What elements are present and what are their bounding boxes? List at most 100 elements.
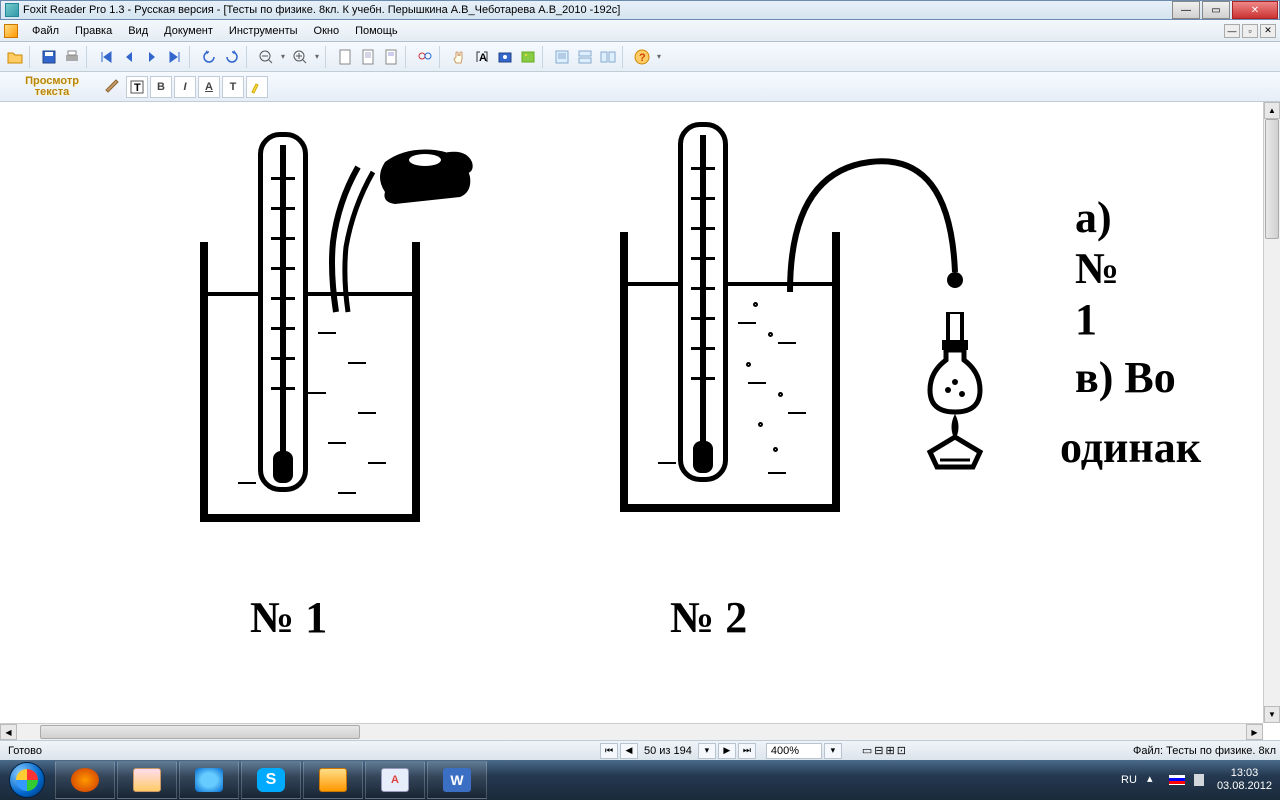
rotate-cw-button[interactable] <box>221 46 243 68</box>
scroll-down-button[interactable]: ▼ <box>1264 706 1280 723</box>
task-media-player[interactable] <box>55 761 115 799</box>
find-button[interactable] <box>414 46 436 68</box>
system-tray: RU ▴ 13:03 03.08.2012 <box>1121 767 1280 793</box>
status-bar: Готово ⏮ ◀ 50 из 194 ▾ ▶ ⏭ 400% ▾ ▭ ⊟ ⊞ … <box>0 740 1280 760</box>
view-mode-2-button[interactable]: ⊟ <box>874 744 883 757</box>
mdi-close-button[interactable]: ✕ <box>1260 24 1276 38</box>
view-mode-3-button[interactable]: ⊞ <box>886 744 895 757</box>
tray-clock[interactable]: 13:03 03.08.2012 <box>1217 767 1272 793</box>
view-mode-4-button[interactable]: ⊡ <box>897 744 906 757</box>
task-foxit[interactable] <box>303 761 363 799</box>
hscroll-thumb[interactable] <box>40 725 360 739</box>
prev-page-button[interactable] <box>118 46 140 68</box>
view-mode-1-button[interactable]: ▭ <box>862 744 872 757</box>
zoom-field[interactable]: 400% <box>766 743 822 759</box>
app-icon <box>5 3 19 17</box>
scroll-right-button[interactable]: ▶ <box>1246 724 1263 740</box>
last-page-button[interactable] <box>164 46 186 68</box>
answer-v2: одинак <box>1060 422 1201 473</box>
tray-language[interactable]: RU <box>1121 774 1137 786</box>
diagram-label-1: № 1 <box>250 592 327 643</box>
status-ready: Готово <box>0 745 600 757</box>
zoom-out-button[interactable] <box>255 46 277 68</box>
zoom-dropdown-button[interactable]: ▾ <box>824 743 842 759</box>
diagram-beaker-1 <box>200 242 420 522</box>
doc3-button[interactable] <box>380 46 402 68</box>
tray-time: 13:03 <box>1217 767 1272 780</box>
minimize-button[interactable]: — <box>1172 1 1200 19</box>
vscroll-thumb[interactable] <box>1265 119 1279 239</box>
open-button[interactable] <box>4 46 26 68</box>
menu-help[interactable]: Помощь <box>347 22 406 40</box>
tray-flag-icon[interactable] <box>1169 772 1185 788</box>
answer-a: а) № 1 <box>1075 192 1119 345</box>
tray-date: 03.08.2012 <box>1217 780 1272 793</box>
window-title: Foxit Reader Pro 1.3 - Русская версия - … <box>23 4 1171 16</box>
view-single-button[interactable] <box>551 46 573 68</box>
document-page[interactable]: № 1 <box>0 102 1100 740</box>
nav-first-button[interactable]: ⏮ <box>600 743 618 759</box>
font-a-button[interactable]: A <box>198 76 220 98</box>
task-skype[interactable]: S <box>241 761 301 799</box>
snapshot-button[interactable] <box>494 46 516 68</box>
text-box-button[interactable]: T <box>126 76 148 98</box>
taskbar: S A W RU ▴ 13:03 03.08.2012 <box>0 760 1280 800</box>
menu-file[interactable]: Файл <box>24 22 67 40</box>
zoom-in-button[interactable] <box>289 46 311 68</box>
menu-edit[interactable]: Правка <box>67 22 120 40</box>
hand-tool-button[interactable] <box>448 46 470 68</box>
document-area: № 1 <box>0 102 1280 740</box>
main-toolbar: ▾ ▾ A ?▾ <box>0 42 1280 72</box>
mdi-minimize-button[interactable]: — <box>1224 24 1240 38</box>
nav-last-button[interactable]: ⏭ <box>738 743 756 759</box>
horizontal-scrollbar[interactable]: ◀ ▶ <box>0 723 1263 740</box>
task-app-a[interactable]: A <box>365 761 425 799</box>
next-page-button[interactable] <box>141 46 163 68</box>
page-dropdown-button[interactable]: ▾ <box>698 743 716 759</box>
diagram-kettle <box>370 142 480 222</box>
svg-text:T: T <box>134 82 141 94</box>
rotate-ccw-button[interactable] <box>198 46 220 68</box>
text-t-button[interactable]: T <box>222 76 244 98</box>
diagram-label-2: № 2 <box>670 592 747 643</box>
highlight-button[interactable] <box>246 76 268 98</box>
view-continuous-button[interactable] <box>574 46 596 68</box>
scroll-up-button[interactable]: ▲ <box>1264 102 1280 119</box>
task-word[interactable]: W <box>427 761 487 799</box>
text-preview-button[interactable]: Просмотр текста <box>4 74 100 100</box>
menu-view[interactable]: Вид <box>120 22 156 40</box>
brush-button[interactable] <box>102 76 124 98</box>
tray-arrow-icon[interactable]: ▴ <box>1147 772 1163 788</box>
page-info: 50 из 194 <box>640 745 696 757</box>
mdi-restore-button[interactable]: ▫ <box>1242 24 1258 38</box>
text-toolbar: Просмотр текста T B I A T <box>0 72 1280 102</box>
text-preview-label2: текста <box>35 87 70 98</box>
italic-button[interactable]: I <box>174 76 196 98</box>
doc2-button[interactable] <box>357 46 379 68</box>
image-tool-button[interactable] <box>517 46 539 68</box>
nav-prev-button[interactable]: ◀ <box>620 743 638 759</box>
help-button[interactable]: ? <box>631 46 653 68</box>
vertical-scrollbar[interactable]: ▲ ▼ <box>1263 102 1280 723</box>
task-explorer[interactable] <box>117 761 177 799</box>
bold-button[interactable]: B <box>150 76 172 98</box>
page-navigation: ⏮ ◀ 50 из 194 ▾ ▶ ⏭ 400% ▾ <box>600 743 842 759</box>
view-facing-button[interactable] <box>597 46 619 68</box>
nav-next-button[interactable]: ▶ <box>718 743 736 759</box>
menu-window[interactable]: Окно <box>306 22 348 40</box>
task-ie[interactable] <box>179 761 239 799</box>
scroll-left-button[interactable]: ◀ <box>0 724 17 740</box>
new-doc-button[interactable] <box>334 46 356 68</box>
first-page-button[interactable] <box>95 46 117 68</box>
select-text-button[interactable]: A <box>471 46 493 68</box>
windows-orb-icon <box>9 762 45 798</box>
print-button[interactable] <box>61 46 83 68</box>
maximize-button[interactable]: ▭ <box>1202 1 1230 19</box>
tray-action-center-icon[interactable] <box>1191 772 1207 788</box>
close-button[interactable]: ✕ <box>1232 1 1278 19</box>
menu-document[interactable]: Документ <box>156 22 221 40</box>
menu-tools[interactable]: Инструменты <box>221 22 306 40</box>
diagram-thermometer-1 <box>258 132 308 492</box>
start-button[interactable] <box>0 760 54 800</box>
save-button[interactable] <box>38 46 60 68</box>
